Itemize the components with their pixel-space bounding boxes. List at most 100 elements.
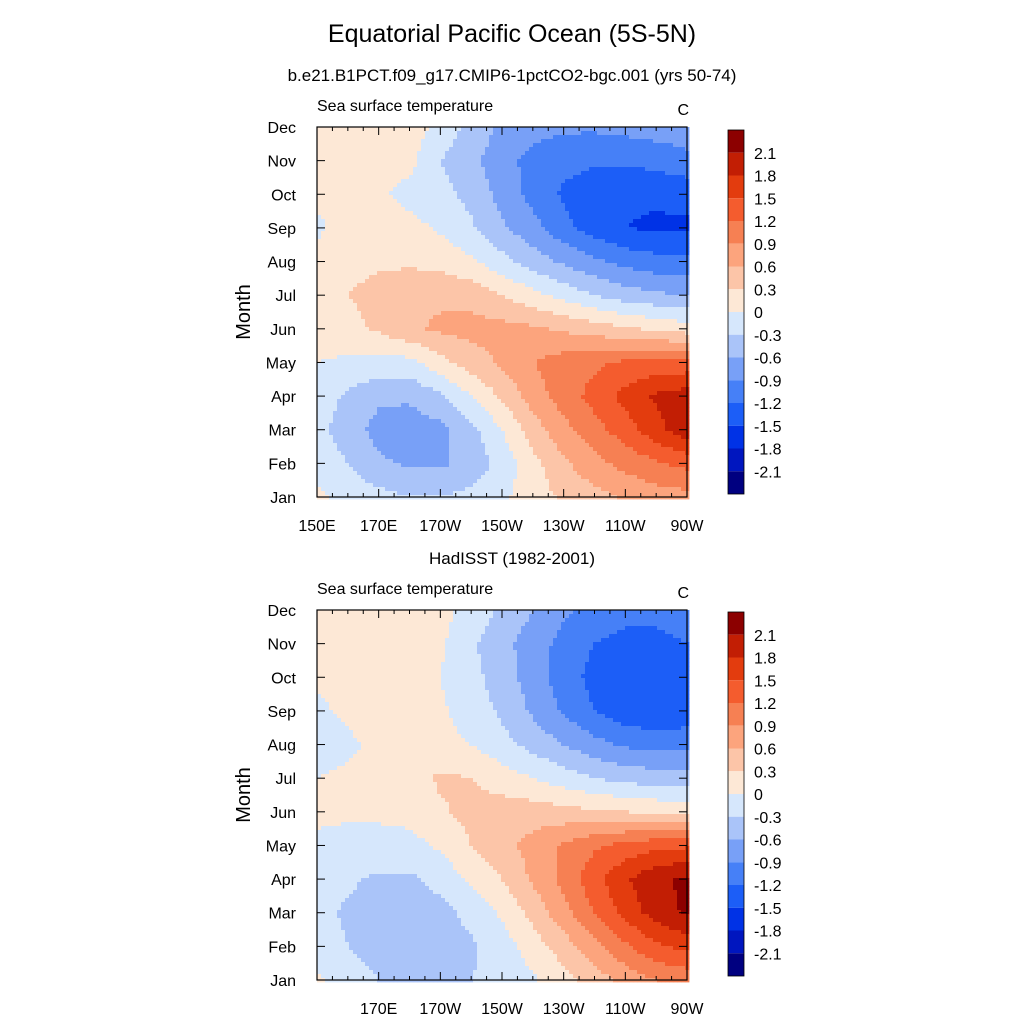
sst-cell [421, 363, 425, 367]
sst-cell [341, 207, 345, 211]
sst-cell [317, 455, 321, 459]
sst-cell [329, 359, 333, 363]
sst-cell [405, 407, 409, 411]
sst-cell [493, 419, 497, 423]
sst-cell [385, 187, 389, 191]
sst-cell [505, 307, 509, 311]
sst-cell [469, 207, 473, 211]
sst-cell [317, 363, 321, 367]
sst-cell [505, 463, 509, 467]
sst-cell [365, 155, 369, 159]
sst-cell [329, 215, 333, 219]
sst-cell [509, 415, 513, 419]
sst-cell [417, 131, 421, 135]
sst-cell [365, 255, 369, 259]
sst-cell [521, 347, 525, 351]
sst-cell [461, 211, 465, 215]
sst-cell [509, 455, 513, 459]
sst-cell [513, 291, 517, 295]
sst-cell [485, 379, 489, 383]
sst-cell [509, 379, 513, 383]
sst-cell [445, 307, 449, 311]
sst-cell [453, 427, 457, 431]
sst-cell [397, 479, 401, 483]
sst-cell [345, 247, 349, 251]
sst-cell [501, 363, 505, 367]
sst-cell [405, 351, 409, 355]
sst-cell [457, 491, 461, 495]
sst-cell [457, 143, 461, 147]
sst-cell [377, 395, 381, 399]
sst-cell [365, 411, 369, 415]
sst-cell [449, 427, 453, 431]
sst-cell [365, 423, 369, 427]
sst-cell [361, 363, 365, 367]
sst-cell [393, 239, 397, 243]
sst-cell [385, 383, 389, 387]
sst-cell [501, 291, 505, 295]
sst-cell [393, 367, 397, 371]
sst-cell [317, 339, 321, 343]
sst-cell [357, 431, 361, 435]
sst-cell [469, 415, 473, 419]
sst-cell [473, 291, 477, 295]
sst-cell [429, 131, 433, 135]
sst-cell [453, 255, 457, 259]
sst-cell [365, 127, 369, 131]
sst-cell [433, 135, 437, 139]
sst-cell [449, 379, 453, 383]
sst-cell [449, 343, 453, 347]
sst-cell [477, 275, 481, 279]
sst-cell [413, 447, 417, 451]
sst-cell [325, 307, 329, 311]
sst-cell [389, 303, 393, 307]
sst-cell [437, 339, 441, 343]
sst-cell [333, 331, 337, 335]
sst-cell [401, 319, 405, 323]
sst-cell [393, 403, 397, 407]
sst-cell [341, 359, 345, 363]
sst-cell [505, 143, 509, 147]
sst-cell [381, 267, 385, 271]
sst-cell [445, 331, 449, 335]
sst-cell [345, 155, 349, 159]
sst-cell [489, 387, 493, 391]
sst-cell [345, 139, 349, 143]
sst-cell [485, 387, 489, 391]
sst-cell [453, 379, 457, 383]
sst-cell [325, 195, 329, 199]
sst-cell [425, 387, 429, 391]
sst-cell [417, 203, 421, 207]
sst-cell [341, 331, 345, 335]
sst-cell [373, 339, 377, 343]
sst-cell [529, 231, 533, 235]
sst-cell [517, 315, 521, 319]
sst-cell [461, 259, 465, 263]
sst-cell [457, 127, 461, 131]
sst-cell [513, 175, 517, 179]
sst-cell [329, 367, 333, 371]
sst-cell [445, 355, 449, 359]
sst-cell [517, 255, 521, 259]
sst-cell [385, 323, 389, 327]
sst-cell [353, 187, 357, 191]
sst-cell [465, 251, 469, 255]
sst-cell [409, 279, 413, 283]
sst-cell [405, 403, 409, 407]
sst-cell [405, 467, 409, 471]
sst-cell [397, 455, 401, 459]
sst-cell [437, 347, 441, 351]
sst-cell [389, 331, 393, 335]
sst-cell [501, 283, 505, 287]
sst-cell [453, 179, 457, 183]
sst-cell [357, 399, 361, 403]
sst-cell [389, 387, 393, 391]
sst-cell [481, 279, 485, 283]
sst-cell [341, 199, 345, 203]
sst-cell [433, 287, 437, 291]
sst-cell [505, 131, 509, 135]
sst-cell [461, 287, 465, 291]
sst-cell [377, 491, 381, 495]
sst-cell [493, 155, 497, 159]
sst-cell [521, 439, 525, 443]
